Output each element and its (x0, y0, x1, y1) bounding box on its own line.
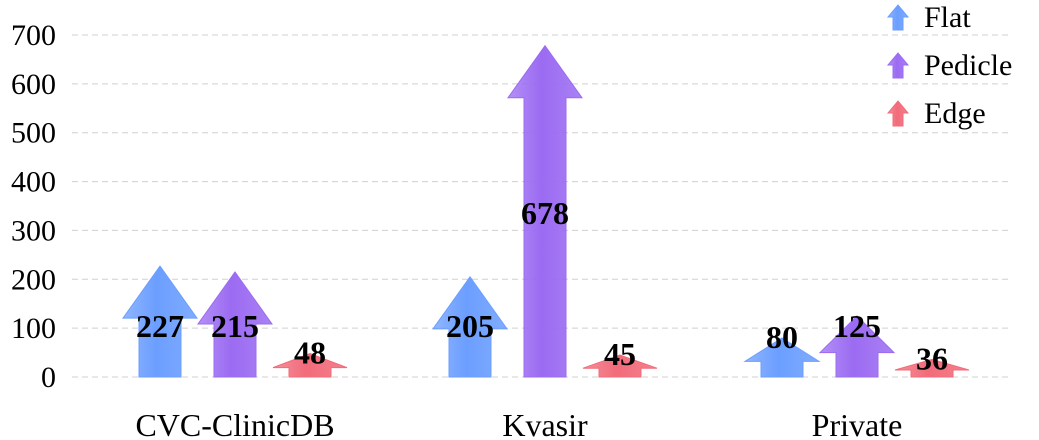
bar-private-edge (894, 358, 970, 378)
data-label-cvc-clinicdb-edge: 48 (294, 335, 326, 371)
data-label-kvasir-pedicle: 678 (521, 195, 569, 231)
category-cvc-clinicdb: CVC-ClinicDB (135, 407, 334, 440)
data-label-kvasir-flat: 205 (446, 308, 494, 344)
category-private: Private (812, 407, 903, 440)
legend-marker-pedicle (886, 52, 910, 79)
y-tick-0: 0 (41, 361, 56, 394)
bar-cvc-clinicdb-edge (272, 353, 348, 378)
y-tick-300: 300 (11, 214, 56, 247)
legend: Flat Pedicle Edge (886, 1, 1012, 130)
legend-label-flat: Flat (924, 1, 971, 34)
category-kvasir: Kvasir (502, 407, 588, 440)
legend-marker-flat (886, 4, 910, 31)
data-label-private-flat: 80 (766, 319, 798, 355)
bar-cvc-clinicdb-flat (122, 265, 198, 378)
data-label-cvc-clinicdb-pedicle: 215 (211, 308, 259, 344)
y-tick-600: 600 (11, 68, 56, 101)
data-label-private-pedicle: 125 (833, 308, 881, 344)
bars (122, 44, 970, 378)
bar-private-pedicle (818, 315, 896, 378)
x-axis-categories: CVC-ClinicDB Kvasir Private (135, 407, 902, 440)
data-label-private-edge: 36 (916, 340, 948, 376)
bar-kvasir-pedicle (507, 44, 583, 378)
y-tick-200: 200 (11, 263, 56, 296)
y-tick-700: 700 (11, 19, 56, 52)
legend-label-pedicle: Pedicle (924, 49, 1012, 82)
y-tick-100: 100 (11, 312, 56, 345)
y-tick-400: 400 (11, 166, 56, 199)
bar-private-flat (743, 337, 821, 378)
y-axis-ticks: 0 100 200 300 400 500 600 700 (11, 19, 56, 394)
bar-kvasir-edge (582, 354, 658, 378)
bar-kvasir-flat (432, 275, 508, 378)
bar-cvc-clinicdb-pedicle (197, 271, 273, 378)
y-tick-500: 500 (11, 117, 56, 150)
legend-label-edge: Edge (924, 97, 986, 130)
data-label-cvc-clinicdb-flat: 227 (136, 308, 184, 344)
legend-marker-edge (886, 100, 910, 127)
data-labels: 227 215 48 205 678 45 80 125 36 (136, 195, 948, 376)
data-label-kvasir-edge: 45 (604, 336, 636, 372)
